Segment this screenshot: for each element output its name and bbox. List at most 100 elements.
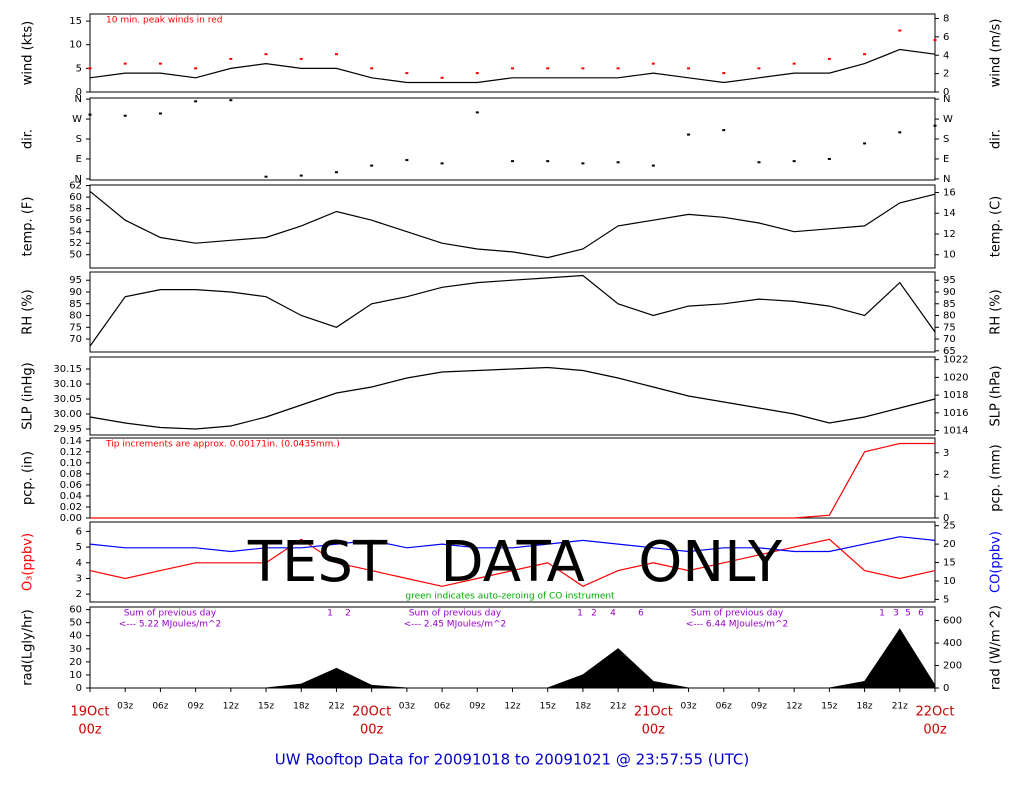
peak-point	[651, 62, 655, 65]
x-tick-label: 03z	[117, 702, 133, 712]
x-tick-label: 06z	[434, 702, 450, 712]
direction-point	[370, 164, 374, 167]
x-tick-label: 09z	[469, 702, 485, 712]
y2-tick-label: 3	[943, 448, 949, 459]
annotation: Tip increments are approx. 0.00171in. (0…	[105, 440, 340, 450]
direction-point	[898, 131, 902, 134]
y-axis-label: rad(Lgly/hr)	[21, 609, 36, 685]
peak-point	[334, 53, 338, 56]
y2-tick-label: 10	[943, 250, 956, 261]
y-tick-label: 30.00	[53, 409, 82, 420]
peak-point	[440, 76, 444, 79]
y2-tick-label: 600	[943, 616, 962, 627]
annotation: 10 min. peak winds in red	[106, 16, 223, 26]
panel-frame	[89, 437, 936, 519]
direction-point	[757, 161, 761, 164]
peak-point	[123, 62, 127, 65]
peak-point	[687, 67, 691, 70]
y2-tick-label: 200	[943, 661, 962, 672]
peak-point	[229, 57, 233, 60]
direction-point	[123, 114, 127, 117]
direction-point	[264, 175, 268, 178]
y2-tick-label: 4	[943, 50, 949, 61]
y2-tick-label: 1016	[943, 408, 968, 419]
y-axis-label: wind (kts)	[21, 21, 36, 85]
y-tick-label: 52	[69, 238, 82, 249]
y-axis-label: temp. (F)	[21, 197, 36, 257]
y2-tick-label: 12	[943, 229, 956, 240]
direction-point	[194, 100, 198, 103]
hour-mark: 1	[327, 609, 333, 619]
y2-tick-label: 2	[943, 69, 949, 80]
y2-axis-label: wind (m/s)	[989, 19, 1004, 88]
y2-tick-label: 6	[943, 32, 949, 43]
x-tick-label: 18z	[293, 702, 309, 712]
panel-frame	[89, 521, 936, 603]
direction-point	[651, 164, 655, 167]
y2-tick-label: 20	[943, 539, 956, 550]
y2-tick-label: E	[943, 154, 949, 165]
y-tick-label: 2	[76, 589, 82, 600]
x-tick-label: 12z	[223, 702, 239, 712]
y-tick-label: 0.14	[60, 436, 82, 447]
y-tick-label: 62	[69, 181, 82, 192]
y2-tick-label: 1022	[943, 355, 968, 366]
peak-point	[88, 67, 92, 70]
y-tick-label: S	[76, 134, 82, 145]
y-tick-label: 70	[69, 334, 82, 345]
y2-tick-label: 1020	[943, 372, 968, 383]
peak-point	[299, 57, 303, 60]
peak-point	[475, 72, 479, 75]
direction-point	[229, 99, 233, 102]
y2-tick-label: 25	[943, 521, 956, 532]
direction-point	[827, 157, 831, 160]
y-tick-label: 54	[69, 227, 82, 238]
y-tick-label: 90	[69, 287, 82, 298]
y-tick-label: 95	[69, 275, 82, 286]
direction-point	[511, 160, 514, 163]
direction-point	[722, 129, 726, 132]
x-date-label: 00z	[360, 723, 384, 738]
direction-point	[334, 171, 338, 174]
y-tick-label: 58	[69, 204, 82, 215]
y-tick-label: 30	[69, 644, 82, 655]
hour-mark: 5	[905, 609, 911, 619]
y2-tick-label: W	[943, 114, 953, 125]
direction-point	[158, 112, 162, 115]
peak-point	[827, 57, 831, 60]
x-tick-label: 18z	[575, 702, 591, 712]
panel-frame	[89, 13, 936, 93]
panel-frame	[89, 184, 936, 269]
x-date-label: 21Oct	[634, 705, 673, 720]
annotation: green indicates auto-zeroing of CO instr…	[405, 592, 615, 602]
radiation-note: <--- 2.45 MJoules/m^2	[404, 620, 506, 630]
y-tick-label: 80	[69, 311, 82, 322]
direction-point	[299, 174, 303, 177]
y2-axis-label: temp. (C)	[989, 196, 1004, 258]
y2-tick-label: 14	[943, 208, 956, 219]
y2-tick-label: 10	[943, 576, 956, 587]
y-tick-label: 40	[69, 631, 82, 642]
direction-point	[405, 159, 409, 162]
line	[89, 538, 936, 587]
peak-point	[511, 67, 514, 70]
y2-tick-label: 1	[943, 491, 949, 502]
x-tick-label: 15z	[540, 702, 556, 712]
y-tick-label: E	[76, 154, 82, 165]
y-tick-label: N	[75, 94, 82, 105]
y2-axis-label: RH (%)	[989, 289, 1004, 334]
y-tick-label: 85	[69, 299, 82, 310]
y-tick-label: 10	[69, 40, 82, 51]
y-tick-label: 20	[69, 657, 82, 668]
line	[89, 366, 936, 430]
y-tick-label: 0.04	[60, 491, 82, 502]
peak-point	[158, 62, 162, 65]
x-tick-label: 15z	[258, 702, 274, 712]
y2-tick-label: S	[943, 134, 949, 145]
direction-point	[933, 124, 937, 127]
x-tick-label: 12z	[504, 702, 520, 712]
y2-tick-label: 0	[943, 683, 949, 694]
chart-title: UW Rooftop Data for 20091018 to 20091021…	[275, 751, 749, 769]
x-date-label: 22Oct	[915, 705, 954, 720]
peak-point	[898, 29, 902, 32]
